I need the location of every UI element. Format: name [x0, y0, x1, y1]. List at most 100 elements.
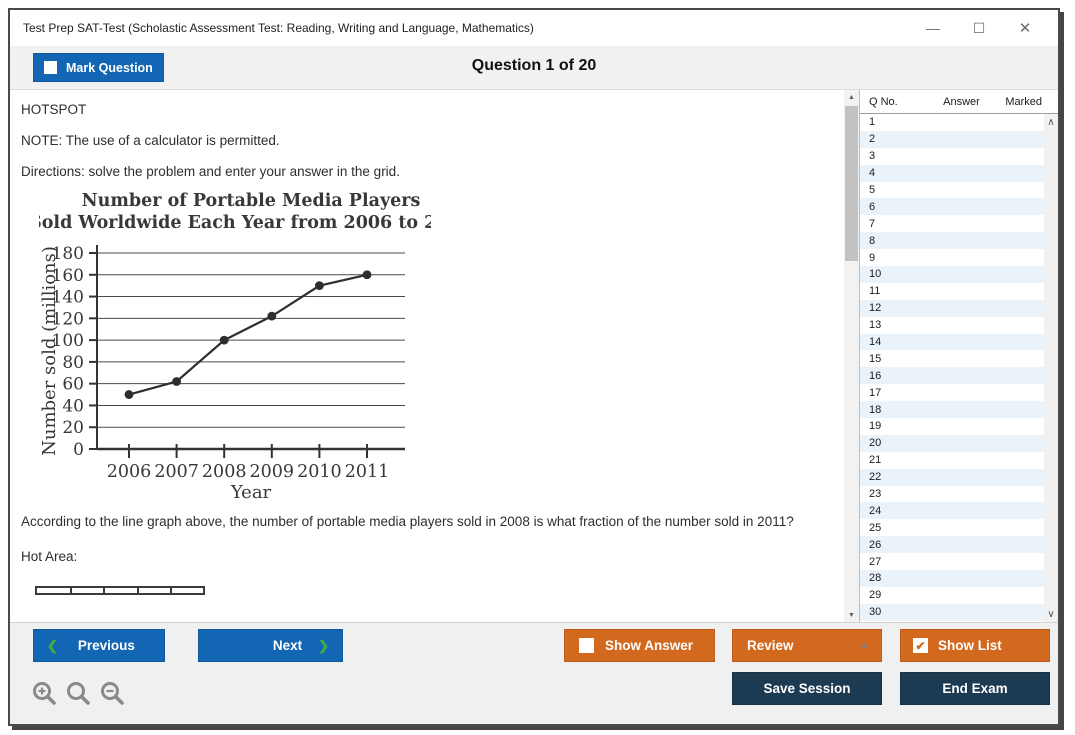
question-row[interactable]: 12	[860, 299, 1044, 317]
svg-text:Sold Worldwide Each Year from: Sold Worldwide Each Year from 2006 to 20…	[39, 213, 431, 233]
app-window: Test Prep SAT-Test (Scholastic Assessmen…	[8, 8, 1060, 726]
question-row-number: 21	[869, 454, 882, 467]
question-row[interactable]: 28	[860, 570, 1044, 587]
chevron-left-icon: ❮	[47, 637, 58, 653]
question-row[interactable]: 29	[860, 587, 1044, 604]
review-button[interactable]: Review ▲	[732, 629, 882, 662]
mark-question-button[interactable]: Mark Question	[33, 53, 164, 82]
close-icon[interactable]: ✕	[1018, 20, 1032, 37]
content-scrollbar[interactable]: ▲ ▼	[844, 90, 859, 622]
zoom-out-icon[interactable]	[99, 680, 127, 708]
question-row-number: 10	[869, 268, 882, 281]
question-row-number: 17	[869, 386, 882, 399]
question-row-number: 27	[869, 555, 882, 568]
end-exam-label: End Exam	[942, 681, 1008, 696]
question-row-number: 15	[869, 352, 882, 365]
question-row[interactable]: 24	[860, 502, 1044, 520]
question-row[interactable]: 14	[860, 333, 1044, 351]
zoom-reset-icon[interactable]	[65, 680, 93, 708]
minimize-icon[interactable]: —	[926, 20, 940, 36]
question-row[interactable]: 19	[860, 418, 1044, 435]
previous-button[interactable]: ❮ Previous	[33, 629, 165, 662]
question-type-label: HOTSPOT	[21, 102, 87, 117]
question-row[interactable]: 3	[860, 148, 1044, 165]
question-row-number: 29	[869, 589, 882, 602]
question-row-number: 3	[869, 150, 876, 163]
svg-text:100: 100	[52, 331, 84, 351]
scroll-down-icon[interactable]: ▼	[848, 611, 855, 619]
question-row[interactable]: 23	[860, 486, 1044, 503]
question-row[interactable]: 30	[860, 603, 1044, 621]
show-list-checkbox[interactable]: ✔	[913, 638, 928, 653]
answer-grid-cell[interactable]	[103, 588, 136, 593]
directions-text: Directions: solve the problem and enter …	[21, 164, 400, 179]
save-session-button[interactable]: Save Session	[732, 672, 882, 705]
show-answer-checkbox[interactable]	[579, 638, 594, 653]
question-list-header: Q No. Answer Marked	[860, 90, 1058, 114]
question-row[interactable]: 4	[860, 164, 1044, 182]
mark-question-checkbox[interactable]	[44, 61, 57, 74]
answer-grid-cell[interactable]	[169, 588, 203, 593]
question-row[interactable]: 27	[860, 553, 1044, 570]
question-row[interactable]: 1	[860, 114, 1044, 131]
answer-grid-cell[interactable]	[70, 588, 103, 593]
question-row[interactable]: 18	[860, 401, 1044, 419]
svg-text:40: 40	[62, 396, 84, 416]
zoom-in-icon[interactable]	[31, 680, 59, 708]
question-row[interactable]: 21	[860, 452, 1044, 469]
question-row-number: 28	[869, 572, 882, 585]
window-controls: — ☐ ✕	[910, 13, 1058, 43]
question-row[interactable]: 10	[860, 266, 1044, 283]
question-header: Question 1 of 20 Mark Question	[10, 46, 1058, 90]
question-row-number: 11	[869, 285, 881, 298]
show-list-button[interactable]: ✔ Show List	[900, 629, 1050, 662]
list-scroll-down-icon[interactable]: ∨	[1047, 608, 1055, 620]
question-row-number: 12	[869, 302, 882, 315]
question-row[interactable]: 5	[860, 182, 1044, 199]
question-row[interactable]: 15	[860, 350, 1044, 367]
svg-text:2009: 2009	[250, 462, 295, 482]
bottom-toolbar: ❮ Previous Next ❯ Show Answer Review ▲ ✔…	[10, 622, 1058, 724]
question-row[interactable]: 20	[860, 434, 1044, 452]
question-row[interactable]: 22	[860, 468, 1044, 486]
scrollbar-track[interactable]	[844, 104, 859, 608]
question-row-number: 16	[869, 369, 882, 382]
svg-text:Year: Year	[230, 482, 272, 501]
answer-grid[interactable]	[35, 586, 205, 595]
maximize-icon[interactable]: ☐	[972, 19, 986, 36]
svg-text:80: 80	[62, 353, 84, 373]
previous-label: Previous	[77, 638, 135, 653]
question-row[interactable]: 25	[860, 519, 1044, 536]
scrollbar-thumb[interactable]	[845, 106, 858, 261]
question-row-number: 1	[869, 116, 876, 129]
question-row[interactable]: 7	[860, 215, 1044, 232]
review-label: Review	[747, 638, 794, 653]
question-list-rows: 1 2 3 4 5 6 7 8 9 10 11 12 13 14 15 16 17 18 19 20 21 22 23 24 2…	[860, 114, 1044, 622]
answer-grid-cell[interactable]	[37, 588, 70, 593]
question-row[interactable]: 11	[860, 283, 1044, 300]
scroll-up-icon[interactable]: ▲	[848, 93, 855, 101]
question-row-number: 2	[869, 133, 876, 146]
next-button[interactable]: Next ❯	[198, 629, 343, 662]
question-row-number: 14	[869, 336, 882, 349]
answer-grid-cell[interactable]	[136, 588, 170, 593]
svg-text:140: 140	[52, 288, 84, 308]
question-row[interactable]: 6	[860, 198, 1044, 216]
question-row[interactable]: 13	[860, 317, 1044, 334]
question-row[interactable]: 9	[860, 249, 1044, 266]
question-row[interactable]: 8	[860, 232, 1044, 250]
question-row-number: 6	[869, 200, 876, 213]
question-row[interactable]: 26	[860, 536, 1044, 554]
question-row[interactable]: 17	[860, 384, 1044, 401]
show-answer-button[interactable]: Show Answer	[564, 629, 715, 662]
question-row-number: 19	[869, 420, 882, 433]
end-exam-button[interactable]: End Exam	[900, 672, 1050, 705]
list-scrollbar[interactable]: ∧ ∨	[1044, 114, 1058, 622]
list-scroll-up-icon[interactable]: ∧	[1047, 116, 1055, 128]
question-row-number: 20	[869, 437, 882, 450]
question-row[interactable]: 2	[860, 130, 1044, 148]
question-row[interactable]: 16	[860, 367, 1044, 385]
chevron-right-icon: ❯	[318, 637, 329, 653]
question-row-number: 30	[869, 606, 882, 619]
next-label: Next	[272, 638, 303, 653]
